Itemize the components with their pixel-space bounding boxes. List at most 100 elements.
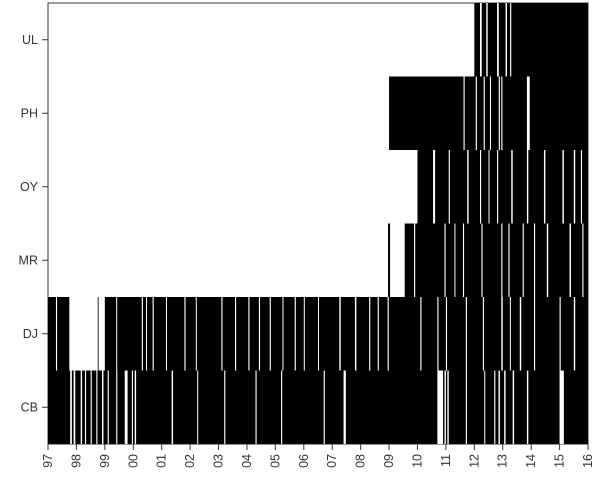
x-tick-label-05: 05 bbox=[268, 454, 282, 468]
gap-cb-2 bbox=[80, 370, 83, 444]
gap-ph-0 bbox=[463, 76, 465, 150]
gap-cb-19 bbox=[437, 370, 444, 444]
gap-cb-4 bbox=[90, 370, 92, 444]
gap-cb-14 bbox=[224, 370, 226, 444]
x-tick-label-97: 97 bbox=[41, 454, 55, 468]
x-tick-label-09: 09 bbox=[382, 454, 396, 468]
gap-dj-26 bbox=[445, 297, 448, 371]
x-tick-label-01: 01 bbox=[155, 454, 169, 468]
gap-dj-13 bbox=[258, 297, 261, 371]
gap-ul-1 bbox=[486, 3, 488, 77]
gap-ph-2 bbox=[483, 76, 485, 150]
presence-band-oy bbox=[417, 150, 588, 224]
gap-cb-23 bbox=[484, 370, 486, 444]
y-tick-label-cb: CB bbox=[21, 400, 38, 414]
row-ph bbox=[389, 76, 588, 150]
gap-dj-23 bbox=[387, 297, 389, 371]
gap-cb-24 bbox=[494, 370, 496, 444]
x-tick-label-06: 06 bbox=[297, 454, 311, 468]
gap-cb-13 bbox=[197, 370, 199, 444]
gap-oy-9 bbox=[562, 150, 564, 224]
gap-mr-7 bbox=[522, 223, 524, 297]
gap-dj-19 bbox=[339, 297, 341, 371]
y-axis: UL PH OY MR DJ CB bbox=[19, 33, 48, 414]
x-tick-label-98: 98 bbox=[69, 454, 83, 468]
gap-mr-0 bbox=[414, 223, 416, 297]
gap-mr-5 bbox=[501, 223, 503, 297]
gap-dj-6 bbox=[152, 297, 154, 371]
gap-ph-3 bbox=[489, 76, 491, 150]
gap-dj-12 bbox=[248, 297, 250, 371]
gap-cb-20 bbox=[444, 370, 446, 444]
gap-cb-6 bbox=[102, 370, 104, 444]
presence-band-ph bbox=[389, 76, 588, 150]
gap-oy-1 bbox=[448, 150, 450, 224]
x-tick-label-04: 04 bbox=[240, 454, 254, 468]
gap-oy-6 bbox=[511, 150, 513, 224]
gap-cb-11 bbox=[134, 370, 137, 444]
gap-ph-5 bbox=[501, 76, 503, 150]
gap-cb-28 bbox=[526, 370, 529, 444]
gap-dj-31 bbox=[519, 297, 522, 371]
row-oy bbox=[417, 150, 588, 224]
gap-cb-17 bbox=[323, 370, 325, 444]
gap-dj-21 bbox=[369, 297, 371, 371]
gap-cb-27 bbox=[512, 370, 515, 444]
gap-oy-10 bbox=[573, 150, 576, 224]
gap-dj-7 bbox=[165, 297, 167, 371]
gap-cb-1 bbox=[73, 370, 76, 444]
gap-ul-4 bbox=[510, 3, 512, 77]
gap-mr-1 bbox=[444, 223, 446, 297]
gap-dj-29 bbox=[501, 297, 503, 371]
gap-dj-27 bbox=[465, 297, 467, 371]
x-tick-label-16: 16 bbox=[581, 454, 595, 468]
gap-dj-11 bbox=[235, 297, 237, 371]
gap-dj-0 bbox=[55, 297, 58, 371]
gap-dj-24 bbox=[420, 297, 422, 371]
x-axis: 97 98 99 00 01 02 03 04 05 06 07 08 09 10 11 12 13 14 15 16 bbox=[41, 444, 595, 468]
gap-ul-2 bbox=[497, 3, 499, 77]
presence-band-ul bbox=[474, 3, 588, 77]
gap-ul-3 bbox=[505, 3, 507, 77]
x-tick-label-15: 15 bbox=[553, 454, 567, 468]
gap-dj-14 bbox=[269, 297, 271, 371]
gap-cb-5 bbox=[96, 370, 98, 444]
gap-dj-9 bbox=[195, 297, 197, 371]
gap-cb-16 bbox=[281, 370, 283, 444]
gap-mr-2 bbox=[454, 223, 456, 297]
gap-cb-0 bbox=[70, 370, 72, 444]
x-tick-label-08: 08 bbox=[354, 454, 368, 468]
gap-cb-21 bbox=[447, 370, 449, 444]
gap-cb-25 bbox=[498, 370, 500, 444]
gap-dj-17 bbox=[303, 297, 305, 371]
presence-band-mr bbox=[404, 223, 588, 297]
x-tick-label-03: 03 bbox=[212, 454, 226, 468]
gap-cb-3 bbox=[84, 370, 87, 444]
gap-oy-8 bbox=[543, 150, 546, 224]
gap-mr-8 bbox=[534, 223, 536, 297]
gap-oy-3 bbox=[480, 150, 482, 224]
gap-cb-10 bbox=[131, 370, 133, 444]
gap-ph-6 bbox=[526, 76, 530, 150]
gap-dj-22 bbox=[377, 297, 379, 371]
gap-dj-25 bbox=[437, 297, 439, 371]
gap-mr-9 bbox=[546, 223, 549, 297]
x-tick-label-10: 10 bbox=[410, 454, 424, 468]
gap-oy-4 bbox=[488, 150, 490, 224]
x-tick-label-99: 99 bbox=[98, 454, 112, 468]
x-tick-label-12: 12 bbox=[467, 454, 481, 468]
gap-cb-7 bbox=[107, 370, 109, 444]
gap-cb-8 bbox=[116, 370, 118, 444]
gap-mr-4 bbox=[481, 223, 483, 297]
row-cb bbox=[48, 370, 588, 444]
y-tick-label-ph: PH bbox=[21, 106, 38, 120]
gap-cb-18 bbox=[343, 370, 346, 444]
gap-dj-28 bbox=[482, 297, 484, 371]
row-mr bbox=[388, 223, 588, 297]
gap-dj-5 bbox=[146, 297, 148, 371]
x-tick-label-14: 14 bbox=[524, 454, 538, 468]
gap-cb-22 bbox=[465, 370, 467, 444]
gap-cb-15 bbox=[255, 370, 257, 444]
gap-ph-1 bbox=[475, 76, 477, 150]
y-tick-label-dj: DJ bbox=[23, 327, 38, 341]
